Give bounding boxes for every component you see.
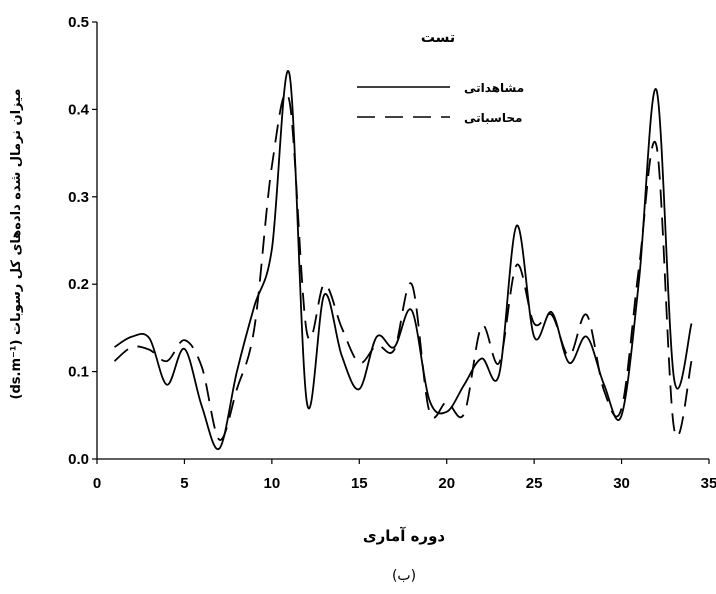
y-tick-label: 0.3 xyxy=(68,189,89,206)
x-tick-label: 35 xyxy=(701,475,716,492)
y-tick-label: 0.5 xyxy=(68,14,89,31)
x-tick-label: 15 xyxy=(351,475,368,492)
y-tick-label: 0.4 xyxy=(68,101,90,118)
series-line-computed xyxy=(113,92,693,441)
legend-label-observed: مشاهداتی xyxy=(464,81,524,95)
x-tick-label: 0 xyxy=(93,475,101,492)
x-tick-label: 20 xyxy=(438,475,455,492)
y-ticks: 0.0 0.1 0.2 0.3 0.4 0.5 xyxy=(68,14,97,468)
x-tick-label: 10 xyxy=(264,475,281,492)
x-ticks: 0 5 10 15 20 25 30 35 xyxy=(93,459,716,492)
plot-lines xyxy=(113,70,693,450)
y-tick-label: 0.1 xyxy=(68,364,89,381)
legend-title: تست xyxy=(421,30,455,46)
legend-label-computed: محاسباتی xyxy=(464,111,522,125)
x-tick-label: 25 xyxy=(526,475,543,492)
legend: تست مشاهداتی محاسباتی xyxy=(357,30,524,125)
series-line-observed xyxy=(114,70,693,450)
y-tick-label: 0.2 xyxy=(68,276,89,293)
x-tick-label: 5 xyxy=(180,475,188,492)
y-tick-label: 0.0 xyxy=(68,451,89,468)
x-axis-title: دوره آماری xyxy=(363,527,445,545)
figure-caption: (ب) xyxy=(392,568,416,584)
y-axis-title: (ds.m⁻¹) میزان نرمال شده داده‌های کل رسو… xyxy=(9,89,24,400)
x-tick-label: 30 xyxy=(613,475,630,492)
